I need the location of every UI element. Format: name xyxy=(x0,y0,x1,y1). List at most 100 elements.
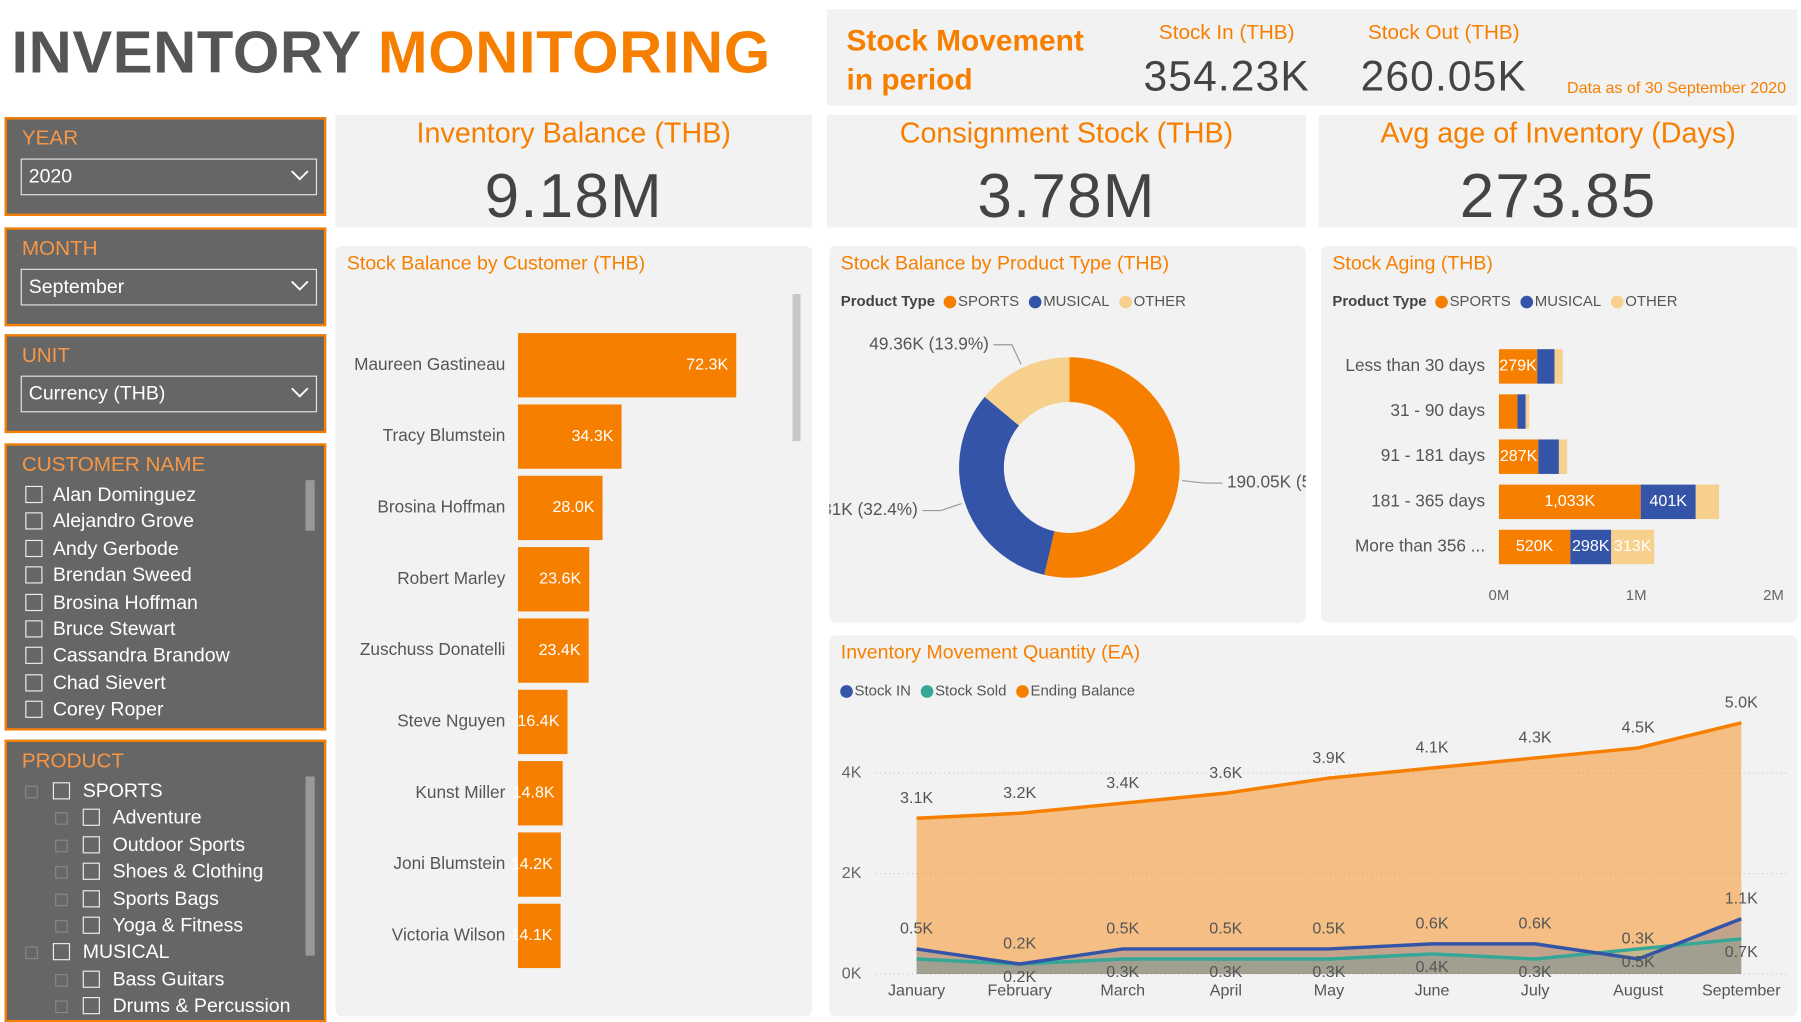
product-option[interactable]: Bass Guitars xyxy=(25,967,301,992)
year-dropdown[interactable]: 2020 xyxy=(20,158,318,196)
data-label: 0.2K xyxy=(1003,968,1036,986)
legend-label: OTHER xyxy=(1134,293,1186,310)
checkbox[interactable] xyxy=(25,700,43,719)
checkbox[interactable] xyxy=(82,889,100,907)
option-label: Chad Sievert xyxy=(52,671,166,694)
option-label: Alejandro Grove xyxy=(52,510,194,533)
checkbox[interactable] xyxy=(25,566,43,584)
scrollbar[interactable] xyxy=(792,294,801,442)
legend-marker xyxy=(1520,295,1534,309)
x-tick-label: February xyxy=(987,982,1051,1000)
product-filter: PRODUCT SPORTS Adventure Outdoor Sports Sho… xyxy=(4,739,327,1022)
collapse-icon[interactable] xyxy=(25,785,38,799)
data-label: 279K xyxy=(1499,357,1537,375)
customer-option[interactable]: Chad Sievert xyxy=(25,671,301,696)
expand-icon[interactable] xyxy=(55,920,68,933)
y-tick-label: 4K xyxy=(842,763,862,781)
option-label: Drums & Percussion xyxy=(112,994,291,1017)
customer-option[interactable]: Corey Roper xyxy=(25,697,301,722)
product-option[interactable]: Shoes & Clothing xyxy=(25,859,301,884)
customer-filter: CUSTOMER NAME Alan Dominguez Alejandro Gr… xyxy=(4,443,327,731)
expand-icon[interactable] xyxy=(55,893,68,906)
scrollbar[interactable] xyxy=(305,776,315,956)
x-tick-label: March xyxy=(1100,982,1145,1000)
customer-option[interactable]: Bruce Stewart xyxy=(25,617,301,642)
unit-filter: UNIT Currency (THB) xyxy=(4,334,327,434)
checkbox[interactable] xyxy=(82,809,100,827)
area xyxy=(916,722,1742,975)
checkbox[interactable] xyxy=(25,674,43,692)
customer-bar-chart: Stock Balance by Customer (THB) Maureen G… xyxy=(347,252,801,969)
option-label: Corey Roper xyxy=(52,698,164,721)
product-option[interactable]: Sports Bags xyxy=(25,886,301,911)
bar-segment xyxy=(1498,394,1518,429)
checkbox[interactable] xyxy=(82,997,100,1015)
stock-in-value: 354.23K xyxy=(1143,52,1310,100)
option-label: Alan Dominguez xyxy=(52,483,197,506)
option-label: Shoes & Clothing xyxy=(112,860,264,883)
checkbox[interactable] xyxy=(25,539,43,557)
collapse-icon[interactable] xyxy=(25,946,38,960)
data-label: 16.4K xyxy=(517,712,559,730)
checkbox[interactable] xyxy=(82,970,100,988)
chart-panel: Inventory Movement Quantity (EA) Stock IN… xyxy=(829,635,1798,1017)
chevron xyxy=(291,170,309,181)
x-tick-label: 2M xyxy=(1763,587,1784,604)
data-label: 49.36K (13.9%) xyxy=(869,333,989,353)
customer-option[interactable]: Brendan Sweed xyxy=(25,563,301,588)
checkbox[interactable] xyxy=(25,647,43,665)
expand-icon[interactable] xyxy=(55,1000,68,1014)
checkbox[interactable] xyxy=(82,835,100,854)
unit-dropdown[interactable]: Currency (THB) xyxy=(20,375,318,413)
expand-icon[interactable] xyxy=(55,866,68,879)
legend-marker xyxy=(1119,295,1132,309)
chevron xyxy=(291,387,309,398)
product-option[interactable]: Yoga & Fitness xyxy=(25,913,301,938)
data-label: 3.6K xyxy=(1209,764,1242,782)
customer-option[interactable]: Andy Gerbode xyxy=(25,536,301,561)
product-option[interactable]: Adventure xyxy=(25,806,301,831)
data-label: 14.8K xyxy=(513,784,555,802)
area xyxy=(916,938,1742,975)
chart-title: Stock Balance by Product Type (THB) xyxy=(841,252,1169,274)
bar-segment xyxy=(1498,484,1641,520)
category-label: Brosina Hoffman xyxy=(377,496,505,516)
data-label: 0.3K xyxy=(1312,963,1345,981)
checkbox[interactable] xyxy=(25,512,43,530)
bar xyxy=(518,761,563,826)
customer-option[interactable]: Alan Dominguez xyxy=(25,482,301,507)
scrollbar[interactable] xyxy=(305,480,315,531)
product-option[interactable]: Outdoor Sports xyxy=(25,833,301,858)
checkbox[interactable] xyxy=(82,916,100,934)
checkbox[interactable] xyxy=(25,593,43,611)
checkbox[interactable] xyxy=(82,862,100,881)
customer-option[interactable]: Alejandro Grove xyxy=(25,509,301,534)
category-label: 31 - 90 days xyxy=(1390,400,1485,420)
legend-marker xyxy=(840,685,853,698)
expand-icon[interactable] xyxy=(55,812,68,826)
line xyxy=(916,917,1742,966)
data-label: 0.5K xyxy=(900,920,933,938)
customer-option[interactable]: Brosina Hoffman xyxy=(25,590,301,615)
checkbox[interactable] xyxy=(25,485,43,504)
data-label: 4.3K xyxy=(1519,729,1552,747)
category-label: Joni Blumstein xyxy=(393,853,505,873)
checkbox[interactable] xyxy=(25,620,43,638)
checkbox[interactable] xyxy=(52,782,71,800)
customer-option[interactable]: Cassandra Brandow xyxy=(25,644,301,669)
data-label: 5.0K xyxy=(1725,694,1758,712)
kpi-label: Avg age of Inventory (Days) xyxy=(1380,117,1736,150)
month-dropdown[interactable]: September xyxy=(20,268,318,306)
x-tick-label: September xyxy=(1702,982,1781,1000)
expand-icon[interactable] xyxy=(55,839,68,853)
data-label: 3.4K xyxy=(1106,774,1139,792)
product-group[interactable]: MUSICAL xyxy=(25,940,301,965)
checkbox[interactable] xyxy=(52,943,71,961)
legend-title: Product Type xyxy=(841,293,935,310)
stock-out-label: Stock Out (THB) xyxy=(1367,20,1520,44)
product-group[interactable]: SPORTS xyxy=(25,779,301,804)
option-label: Bruce Stewart xyxy=(52,617,176,640)
expand-icon[interactable] xyxy=(55,973,68,987)
product-option[interactable]: Drums & Percussion xyxy=(25,994,301,1019)
filter-label: CUSTOMER NAME xyxy=(21,452,206,476)
